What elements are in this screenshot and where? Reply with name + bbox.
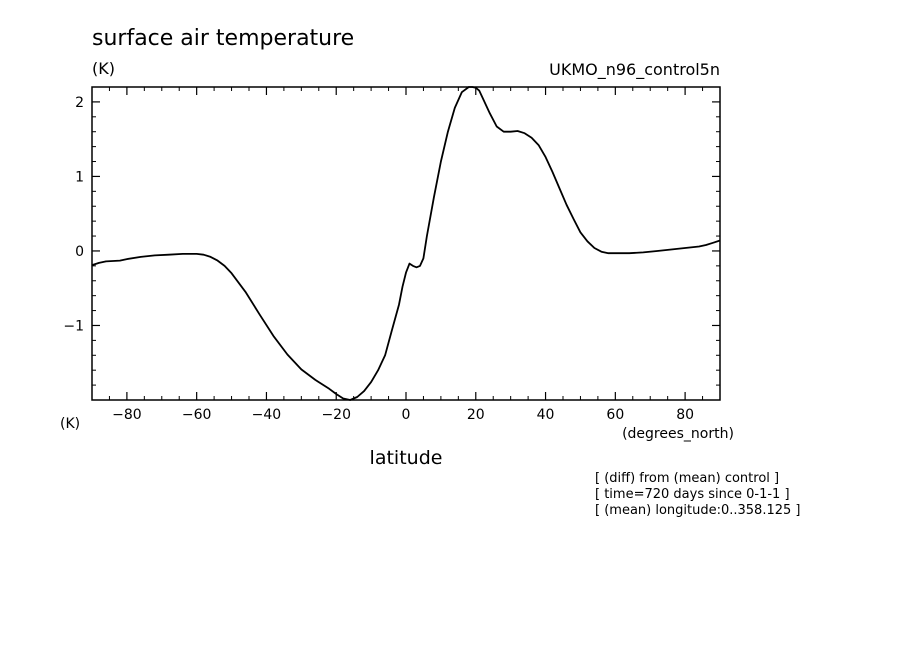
x-tick-label: −20 <box>321 407 351 423</box>
y-tick-label: −1 <box>63 318 84 334</box>
x-axis-label: latitude <box>370 447 443 469</box>
x-tick-label: 0 <box>402 407 411 423</box>
model-label: UKMO_n96_control5n <box>549 60 720 80</box>
note-line-1: [ (diff) from (mean) control ] <box>595 471 779 486</box>
x-tick-label: 80 <box>676 407 694 423</box>
units-top-label: (K) <box>92 59 115 78</box>
tick-labels: −80 −60 −40 −20 0 20 40 60 80 −1 0 1 2 <box>63 95 694 423</box>
x-tick-label: −40 <box>252 407 282 423</box>
tick-marks <box>92 86 720 400</box>
y-tick-label: 1 <box>75 169 84 185</box>
y-tick-label: 2 <box>75 95 84 111</box>
x-tick-label: −80 <box>112 407 142 423</box>
series-line <box>91 86 721 401</box>
x-tick-label: −60 <box>182 407 212 423</box>
y-tick-label: 0 <box>75 244 84 260</box>
x-tick-label: 40 <box>537 407 555 423</box>
note-line-3: [ (mean) longitude:0..358.125 ] <box>595 503 800 518</box>
x-unit-label: (degrees_north) <box>622 426 734 442</box>
chart-title: surface air temperature <box>92 26 354 51</box>
note-line-2: [ time=720 days since 0-1-1 ] <box>595 487 790 502</box>
x-tick-label: 20 <box>467 407 485 423</box>
units-axis-label: (K) <box>60 416 80 432</box>
plot-frame <box>91 86 721 401</box>
x-tick-label: 60 <box>606 407 624 423</box>
